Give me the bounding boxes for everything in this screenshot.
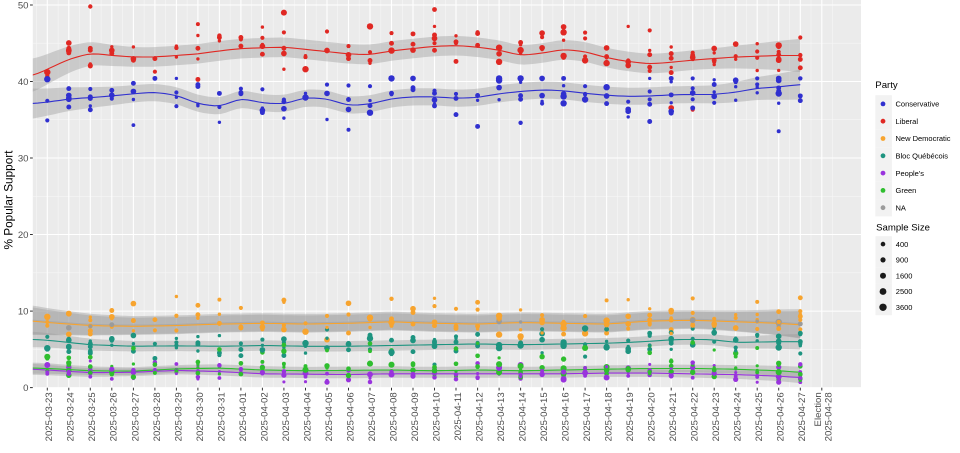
svg-text:30: 30 (18, 153, 29, 164)
svg-text:40: 40 (18, 77, 29, 88)
svg-text:3600: 3600 (896, 303, 913, 312)
svg-text:New Democratic: New Democratic (896, 134, 951, 143)
svg-text:2025-03-24: 2025-03-24 (66, 392, 77, 442)
svg-text:2025-04-24: 2025-04-24 (733, 392, 744, 442)
svg-text:2025-04-04: 2025-04-04 (302, 392, 313, 442)
svg-text:2025-04-05: 2025-04-05 (324, 392, 335, 441)
svg-text:Conservative: Conservative (896, 100, 940, 109)
svg-text:400: 400 (896, 240, 909, 249)
svg-text:2025-03-29: 2025-03-29 (173, 392, 184, 441)
svg-text:2025-04-25: 2025-04-25 (754, 392, 765, 441)
svg-text:2025-04-01: 2025-04-01 (238, 392, 249, 441)
svg-text:2025-04-18: 2025-04-18 (604, 392, 615, 441)
svg-text:Green: Green (896, 186, 917, 195)
svg-text:2500: 2500 (896, 287, 913, 296)
svg-text:2025-04-12: 2025-04-12 (475, 392, 486, 441)
svg-text:2025-04-07: 2025-04-07 (367, 392, 378, 441)
svg-text:0: 0 (23, 383, 28, 394)
svg-text:2025-04-26: 2025-04-26 (776, 392, 787, 441)
svg-text:2025-04-22: 2025-04-22 (690, 392, 701, 441)
svg-text:10: 10 (18, 307, 29, 318)
svg-text:2025-04-28: 2025-04-28 (824, 392, 835, 441)
svg-text:Liberal: Liberal (896, 117, 919, 126)
svg-text:2025-03-31: 2025-03-31 (216, 392, 227, 441)
svg-text:50: 50 (18, 0, 29, 11)
svg-text:2025-03-28: 2025-03-28 (152, 392, 163, 441)
svg-text:2025-04-23: 2025-04-23 (711, 392, 722, 441)
svg-text:2025-04-15: 2025-04-15 (539, 392, 550, 441)
svg-text:2025-03-30: 2025-03-30 (195, 392, 206, 441)
svg-text:2025-04-02: 2025-04-02 (259, 392, 270, 441)
svg-text:1600: 1600 (896, 271, 913, 280)
svg-text:Bloc Québécois: Bloc Québécois (896, 152, 949, 161)
svg-text:2025-04-08: 2025-04-08 (388, 392, 399, 441)
svg-text:People's: People's (896, 169, 925, 178)
svg-text:2025-03-27: 2025-03-27 (130, 392, 141, 441)
svg-text:2025-04-06: 2025-04-06 (345, 392, 356, 441)
svg-text:Election: Election (813, 392, 824, 426)
svg-text:2025-04-11: 2025-04-11 (453, 392, 464, 440)
svg-text:2025-03-26: 2025-03-26 (109, 392, 120, 441)
svg-text:2025-04-21: 2025-04-21 (668, 392, 679, 441)
svg-text:2025-04-14: 2025-04-14 (518, 392, 529, 442)
svg-text:2025-04-10: 2025-04-10 (431, 392, 442, 441)
svg-text:900: 900 (896, 256, 909, 265)
svg-text:Party: Party (875, 80, 898, 91)
svg-text:NA: NA (896, 203, 906, 212)
svg-text:2025-04-13: 2025-04-13 (496, 392, 507, 441)
svg-text:2025-04-16: 2025-04-16 (561, 392, 572, 441)
svg-text:2025-04-03: 2025-04-03 (281, 392, 292, 441)
svg-text:Sample Size: Sample Size (876, 222, 930, 233)
svg-text:2025-04-20: 2025-04-20 (647, 392, 658, 441)
svg-text:2025-04-17: 2025-04-17 (582, 392, 593, 441)
svg-text:2025-04-09: 2025-04-09 (410, 392, 421, 441)
svg-text:2025-04-19: 2025-04-19 (625, 392, 636, 441)
svg-text:20: 20 (18, 230, 29, 241)
svg-text:% Popular Support: % Popular Support (2, 150, 16, 250)
svg-text:2025-03-25: 2025-03-25 (87, 392, 98, 441)
svg-text:2025-04-27: 2025-04-27 (797, 392, 808, 441)
svg-text:2025-03-23: 2025-03-23 (44, 392, 55, 441)
